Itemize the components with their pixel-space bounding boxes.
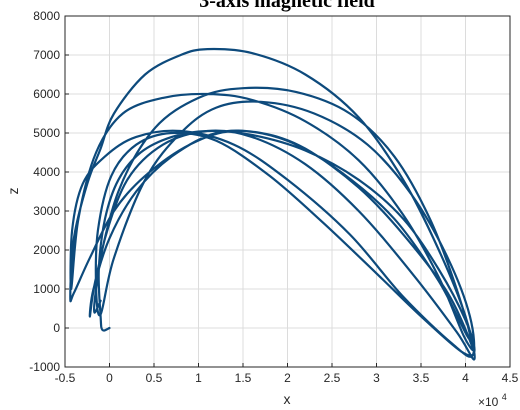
y-tick-label: 5000 [33, 126, 60, 140]
x-tick-label: 2.5 [324, 371, 341, 385]
y-tick-label: 1000 [33, 282, 60, 296]
x-tick-label: 4.5 [502, 371, 519, 385]
y-tick-label: 3000 [33, 204, 60, 218]
x-axis-multiplier: ×10 4 [478, 392, 507, 409]
y-tick-label: -1000 [29, 360, 60, 374]
series-line-0 [69, 47, 476, 361]
x-axis-label: x [284, 391, 291, 407]
series-group [69, 47, 476, 361]
y-axis-ticks: -1000 0 1000 2000 3000 4000 5000 6000 7000 8000 [29, 9, 69, 374]
y-tick-label: 0 [53, 321, 60, 335]
x-tick-label: -0.5 [55, 371, 76, 385]
y-tick-label: 7000 [33, 48, 60, 62]
x-tick-label: 1.5 [235, 371, 252, 385]
x-tick-label: 3 [373, 371, 380, 385]
y-tick-label: 6000 [33, 87, 60, 101]
x-tick-label: 0 [106, 371, 113, 385]
y-axis-label: z [5, 188, 21, 195]
x-tick-label: 4 [462, 371, 469, 385]
x-tick-label: 2 [284, 371, 291, 385]
x-multiplier-base: ×10 [478, 395, 499, 409]
x-multiplier-exponent: 4 [502, 392, 507, 402]
x-axis-ticks: -0.5 0 0.5 1 1.5 2 2.5 3 3.5 4 4.5 [55, 363, 519, 385]
y-tick-label: 8000 [33, 9, 60, 23]
y-tick-label: 2000 [33, 243, 60, 257]
chart-title: 3-axis magnetic field [199, 0, 375, 12]
x-tick-label: 0.5 [146, 371, 163, 385]
x-tick-label: 3.5 [413, 371, 430, 385]
y-tick-label: 4000 [33, 165, 60, 179]
x-tick-label: 1 [195, 371, 202, 385]
